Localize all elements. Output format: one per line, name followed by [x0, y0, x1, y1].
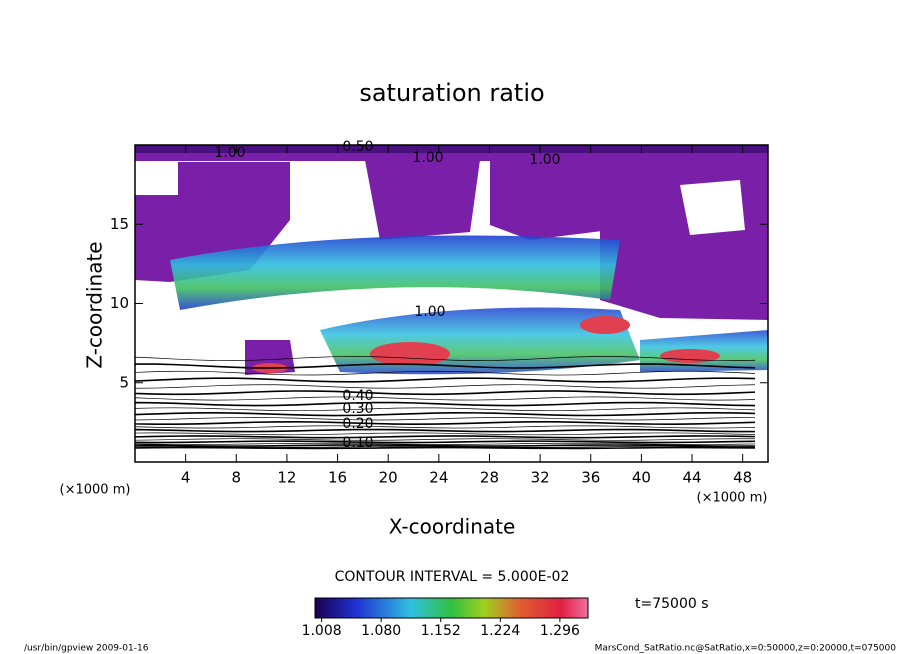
contour-label: 1.00	[412, 150, 443, 166]
x-unit: (×1000 m)	[697, 491, 768, 506]
y-tick-label: 15	[110, 215, 129, 233]
contour-line	[135, 444, 756, 447]
y-unit: (×1000 m)	[60, 483, 131, 498]
y-tick-label: 5	[119, 373, 129, 391]
contour-line	[135, 438, 756, 441]
contour-line	[135, 412, 756, 417]
contour-line	[135, 435, 756, 439]
colorbar-tick-label: 1.152	[421, 623, 461, 639]
contour-line	[135, 440, 756, 444]
x-tick-label: 16	[328, 469, 347, 487]
footer-left: /usr/bin/gpview 2009-01-16	[24, 644, 149, 654]
colorbar	[314, 597, 589, 619]
field-hole	[300, 162, 330, 210]
x-tick-label: 48	[733, 469, 752, 487]
contour-lines	[135, 356, 756, 450]
contour-line	[135, 370, 756, 376]
x-tick-label: 12	[277, 469, 296, 487]
x-tick-label: 40	[632, 469, 651, 487]
x-tick-label: 36	[581, 469, 600, 487]
contour-line	[135, 428, 756, 433]
field-region	[135, 153, 768, 161]
contour-line	[135, 384, 756, 389]
x-tick-label: 32	[531, 469, 550, 487]
contour-label: 1.00	[529, 152, 560, 168]
field-band	[170, 235, 620, 310]
contour-line	[135, 363, 756, 369]
x-tick-label: 44	[682, 469, 701, 487]
field-peak	[580, 316, 630, 334]
chart-title: saturation ratio	[359, 79, 544, 107]
contour-line	[135, 432, 756, 436]
field-region	[600, 160, 768, 320]
field-peak	[660, 349, 720, 363]
footer-right: MarsCond_SatRatio.nc@SatRatio,x=0:50000,…	[595, 644, 897, 654]
contour-label: 1.00	[214, 145, 245, 161]
field-hole	[680, 180, 745, 235]
colorbar-tick-label: 1.080	[361, 623, 401, 639]
colorbar-tick-label: 1.296	[540, 623, 580, 639]
contour-line	[135, 417, 756, 421]
contour-line	[135, 356, 756, 361]
contour-line	[135, 407, 756, 412]
x-axis-label: X-coordinate	[389, 515, 516, 539]
x-tick-label: 24	[429, 469, 448, 487]
field-top	[135, 145, 768, 153]
contour-label: 1.00	[414, 304, 445, 320]
colorbar-tick-label: 1.008	[302, 623, 342, 639]
contour-interval: CONTOUR INTERVAL = 5.000E-02	[335, 569, 570, 585]
x-tick-label: 8	[232, 469, 242, 487]
y-axis-label: Z-coordinate	[83, 241, 107, 368]
contour-line	[135, 377, 756, 383]
contour-label: 0.20	[342, 416, 373, 432]
time-label: t=75000 s	[635, 596, 709, 612]
contour-line	[135, 390, 756, 396]
contour-line	[135, 421, 756, 425]
contour-label: 0.30	[342, 401, 373, 417]
contour-line	[135, 446, 756, 450]
contour-line	[135, 442, 756, 445]
field-peak	[370, 342, 450, 366]
y-tick-label: 10	[110, 294, 129, 312]
contour-line	[135, 401, 756, 407]
x-tick-label: 28	[480, 469, 499, 487]
colorbar-tick-label: 1.224	[480, 623, 520, 639]
contour-line	[135, 425, 756, 429]
contour-label: 0.10	[342, 435, 373, 451]
contour-label: 0.40	[342, 388, 373, 404]
contour-line	[135, 446, 756, 448]
field	[135, 145, 768, 450]
contour-line	[135, 396, 756, 401]
field-region	[490, 160, 610, 240]
contour-label: 0.50	[342, 139, 373, 155]
x-tick-label: 4	[181, 469, 191, 487]
x-tick-label: 20	[379, 469, 398, 487]
field-region	[365, 160, 480, 240]
